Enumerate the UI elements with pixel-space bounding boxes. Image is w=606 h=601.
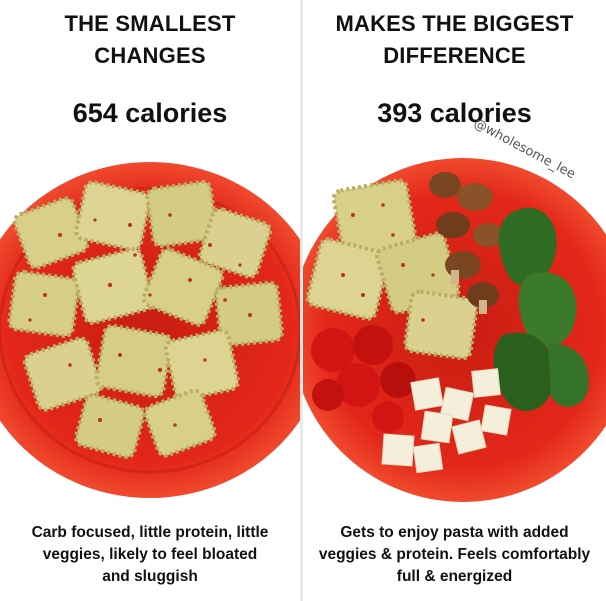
- left-headline-line-2: CHANGES: [94, 43, 206, 68]
- right-calories: 393 calories: [377, 98, 532, 128]
- left-chili-flakes: [28, 213, 252, 427]
- left-calories: 654 calories: [72, 98, 228, 128]
- right-caption-line-3: full & energized: [396, 568, 513, 585]
- ravioli-plate-photo: [0, 162, 300, 498]
- right-ravioli: [305, 178, 479, 361]
- right-caption-line-1: Gets to enjoy pasta with added: [340, 524, 569, 541]
- right-green-peppers: [493, 207, 589, 412]
- left-panel: THE SMALLEST CHANGES 654 calories: [0, 0, 300, 601]
- right-tomatoes: [311, 325, 416, 433]
- left-caption-line-2: veggies, likely to feel bloated: [42, 546, 258, 563]
- right-headline: MAKES THE BIGGEST DIFFERENCE: [303, 8, 606, 72]
- panel-divider: [300, 0, 303, 601]
- left-headline-line-1: THE SMALLEST: [64, 11, 236, 36]
- left-caption: Carb focused, little protein, little veg…: [0, 522, 300, 588]
- left-headline: THE SMALLEST CHANGES: [0, 8, 300, 72]
- right-headline-line-1: MAKES THE BIGGEST: [335, 11, 574, 36]
- left-ravioli-pile: [7, 179, 285, 460]
- right-cheese-cubes: [381, 368, 512, 474]
- right-caption: Gets to enjoy pasta with added veggies &…: [303, 522, 606, 588]
- right-headline-line-2: DIFFERENCE: [383, 43, 526, 68]
- left-caption-line-3: and sluggish: [102, 568, 198, 585]
- right-caption-line-2: veggies & protein. Feels comfortably: [318, 546, 591, 563]
- right-chili-flakes: [341, 203, 435, 322]
- left-caption-line-1: Carb focused, little protein, little: [31, 524, 269, 541]
- right-panel: MAKES THE BIGGEST DIFFERENCE 393 calorie…: [303, 0, 606, 601]
- balanced-plate-photo: [303, 158, 606, 502]
- right-mushrooms: [429, 172, 503, 314]
